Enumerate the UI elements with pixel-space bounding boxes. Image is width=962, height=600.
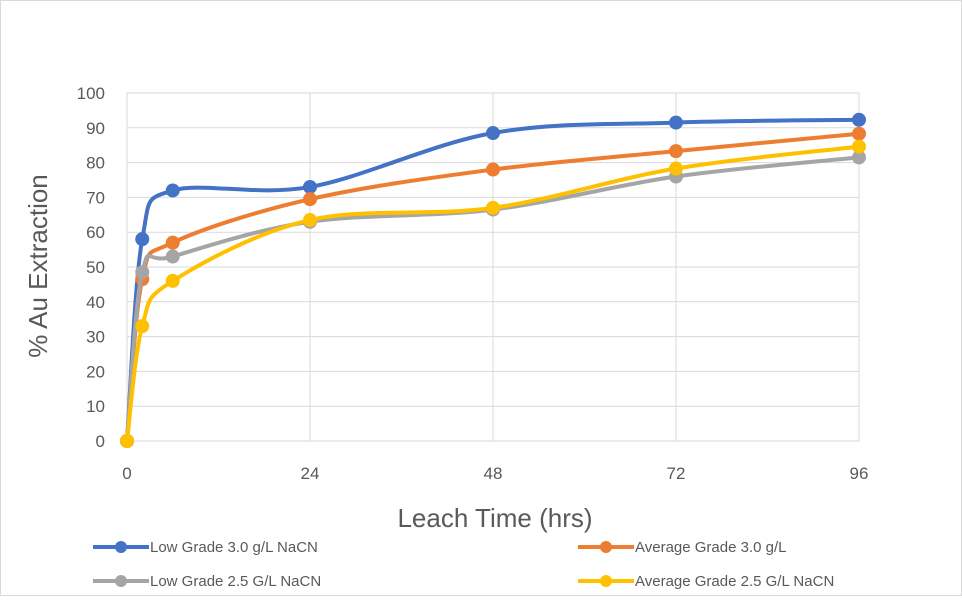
data-point: [135, 232, 150, 247]
data-point: [303, 192, 317, 207]
y-tick-label: 60: [86, 223, 105, 242]
axes: 0 10 20 30 40 50 60 70 80 90 100 0 24 48 72 96: [77, 84, 869, 483]
y-tick-label: 30: [86, 328, 105, 347]
y-axis-title: % Au Extraction: [23, 174, 53, 358]
data-point: [165, 273, 180, 288]
y-tick-label: 20: [86, 362, 105, 381]
data-point: [852, 126, 866, 141]
legend-marker: [115, 541, 127, 553]
gridlines: [126, 92, 860, 441]
y-tick-label: 90: [86, 119, 105, 138]
data-point: [165, 183, 180, 198]
y-tick-label: 70: [86, 188, 105, 207]
legend-label: Low Grade 3.0 g/L NaCN: [150, 539, 318, 556]
data-point: [165, 235, 180, 250]
data-point: [669, 115, 683, 130]
legend-label: Average Grade 2.5 G/L NaCN: [635, 573, 834, 590]
data-point: [486, 162, 500, 177]
x-tick-label: 0: [122, 464, 131, 483]
data-point: [486, 200, 500, 215]
data-point: [303, 213, 317, 228]
series-layer: [120, 112, 866, 448]
legend-label: Average Grade 3.0 g/L: [635, 539, 787, 556]
data-point: [669, 144, 683, 159]
x-tick-label: 72: [667, 464, 686, 483]
legend: Low Grade 3.0 g/L NaCN Average Grade 3.0 …: [93, 539, 834, 590]
data-point: [669, 161, 683, 176]
data-point: [120, 434, 134, 448]
x-axis-title: Leach Time (hrs): [397, 503, 592, 533]
legend-marker: [600, 575, 612, 587]
data-point: [303, 179, 317, 194]
data-point: [852, 150, 866, 165]
x-tick-label: 24: [301, 464, 320, 483]
y-tick-label: 50: [86, 258, 105, 277]
legend-label: Low Grade 2.5 G/L NaCN: [150, 573, 321, 590]
data-point: [135, 265, 150, 280]
x-tick-label: 48: [484, 464, 503, 483]
data-point: [135, 319, 150, 334]
data-point: [165, 249, 180, 264]
y-tick-label: 10: [86, 397, 105, 416]
data-point: [852, 112, 866, 127]
y-tick-label: 80: [86, 154, 105, 173]
y-tick-label: 0: [96, 432, 105, 451]
data-point: [852, 139, 866, 154]
data-point: [486, 126, 500, 141]
y-tick-label: 100: [77, 84, 105, 103]
y-tick-label: 40: [86, 293, 105, 312]
x-tick-label: 96: [850, 464, 869, 483]
legend-marker: [115, 575, 127, 587]
legend-marker: [600, 541, 612, 553]
